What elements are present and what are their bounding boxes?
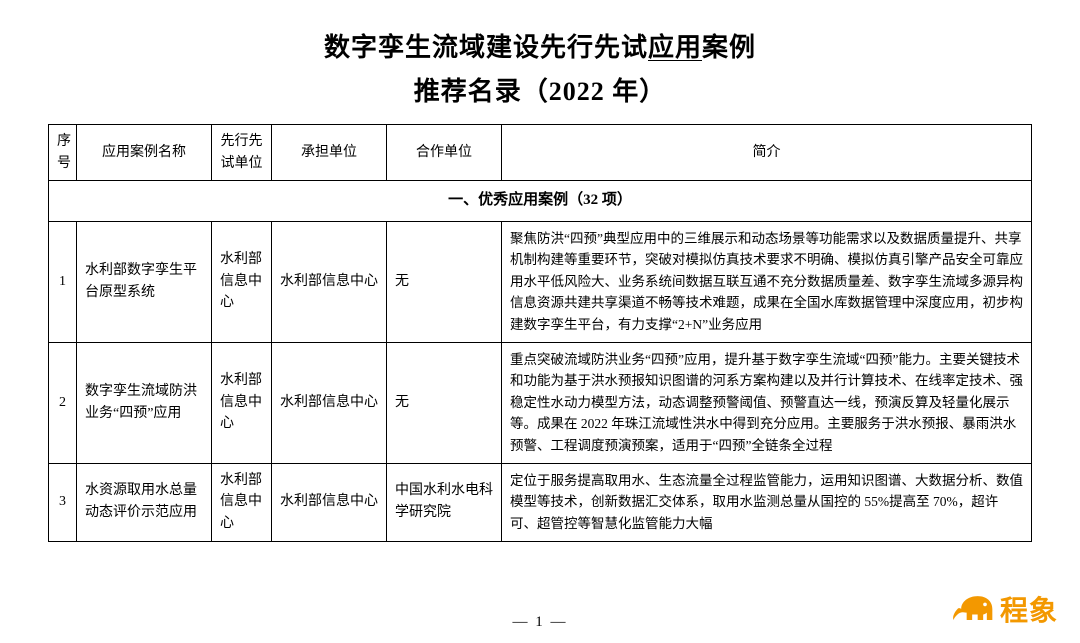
title-prefix: 数字孪生流域建设先行先试 — [324, 33, 648, 62]
main-table: 序号 应用案例名称 先行先试单位 承担单位 合作单位 简介 一、优秀应用案例（3… — [48, 124, 1032, 542]
cell-pilot: 水利部信息中心 — [212, 342, 272, 463]
page-number: — 1 — — [0, 614, 1080, 631]
cell-desc: 定位于服务提高取用水、生态流量全过程监管能力，运用知识图谱、大数据分析、数值模型… — [502, 463, 1032, 541]
cell-org: 水利部信息中心 — [272, 221, 387, 342]
document-title-line2: 推荐名录（2022 年） — [48, 71, 1032, 108]
table-row: 1 水利部数字孪生平台原型系统 水利部信息中心 水利部信息中心 无 聚焦防洪“四… — [49, 221, 1032, 342]
cell-desc: 聚焦防洪“四预”典型应用中的三维展示和动态场景等功能需求以及数据质量提升、共享机… — [502, 221, 1032, 342]
cell-pilot: 水利部信息中心 — [212, 463, 272, 541]
cell-seq: 1 — [49, 221, 77, 342]
cell-org: 水利部信息中心 — [272, 342, 387, 463]
table-header-row: 序号 应用案例名称 先行先试单位 承担单位 合作单位 简介 — [49, 125, 1032, 181]
header-seq: 序号 — [49, 125, 77, 181]
cell-name: 水利部数字孪生平台原型系统 — [77, 221, 212, 342]
cell-coop: 无 — [387, 221, 502, 342]
cell-pilot: 水利部信息中心 — [212, 221, 272, 342]
cell-seq: 2 — [49, 342, 77, 463]
cell-coop: 中国水利水电科学研究院 — [387, 463, 502, 541]
section-header-row: 一、优秀应用案例（32 项） — [49, 181, 1032, 221]
section-title: 一、优秀应用案例（32 项） — [49, 181, 1032, 221]
table-row: 2 数字孪生流域防洪业务“四预”应用 水利部信息中心 水利部信息中心 无 重点突… — [49, 342, 1032, 463]
cell-org: 水利部信息中心 — [272, 463, 387, 541]
cell-coop: 无 — [387, 342, 502, 463]
title-suffix: 案例 — [702, 33, 756, 62]
brand-name: 程象 — [1000, 589, 1058, 629]
cell-desc: 重点突破流域防洪业务“四预”应用，提升基于数字孪生流域“四预”能力。主要关键技术… — [502, 342, 1032, 463]
cell-name: 水资源取用水总量动态评价示范应用 — [77, 463, 212, 541]
cell-name: 数字孪生流域防洪业务“四预”应用 — [77, 342, 212, 463]
table-row: 3 水资源取用水总量动态评价示范应用 水利部信息中心 水利部信息中心 中国水利水… — [49, 463, 1032, 541]
header-desc: 简介 — [502, 125, 1032, 181]
header-name: 应用案例名称 — [77, 125, 212, 181]
document-page: 数字孪生流域建设先行先试应用案例 推荐名录（2022 年） 序号 应用案例名称 … — [0, 0, 1080, 562]
header-coop: 合作单位 — [387, 125, 502, 181]
header-pilot: 先行先试单位 — [212, 125, 272, 181]
header-org: 承担单位 — [272, 125, 387, 181]
cell-seq: 3 — [49, 463, 77, 541]
title-underline-word: 应用 — [648, 33, 702, 62]
brand-logo: 程象 — [952, 589, 1058, 629]
document-title-line1: 数字孪生流域建设先行先试应用案例 — [48, 28, 1032, 67]
elephant-icon — [952, 592, 996, 626]
